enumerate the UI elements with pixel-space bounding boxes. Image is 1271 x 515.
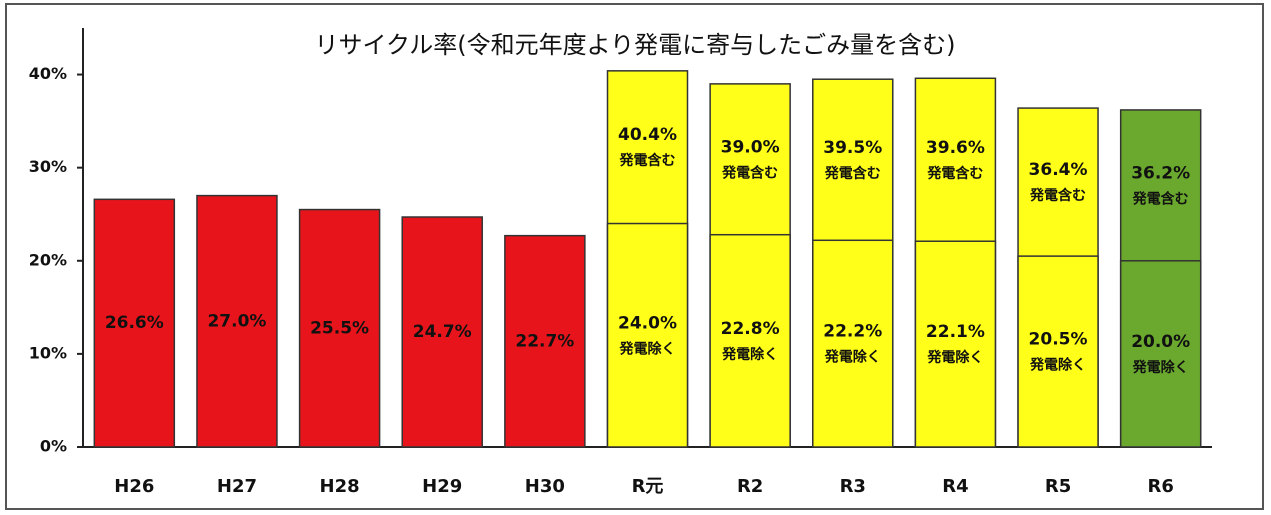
value-label: 39.5%: [823, 138, 882, 158]
segment-name: 発電除く: [721, 346, 778, 363]
x-tick-label: R6: [1147, 476, 1173, 497]
bar: [504, 234, 586, 448]
value-label: 24.7%: [413, 322, 472, 342]
bar: [1017, 255, 1099, 448]
value-label: 20.5%: [1029, 330, 1088, 350]
y-tick-label: 20%: [29, 250, 67, 269]
value-label: 36.4%: [1029, 160, 1088, 180]
value-label: 27.0%: [207, 311, 266, 331]
x-tick-label: H30: [525, 476, 565, 497]
value-label: 22.1%: [926, 322, 985, 342]
segment-name: 発電含む: [926, 165, 983, 182]
value-label: 39.6%: [926, 138, 985, 158]
bar: [914, 240, 997, 448]
bar: [196, 194, 278, 448]
value-label: 40.4%: [618, 125, 677, 145]
x-tick-label: H26: [114, 476, 154, 497]
x-tick-label: R5: [1045, 476, 1071, 497]
segment-name: 発電除く: [1132, 359, 1189, 376]
x-tick-label: H28: [320, 476, 360, 497]
segment-name: 発電除く: [824, 349, 881, 366]
y-tick-label: 30%: [29, 157, 67, 176]
x-tick-label: R元: [632, 476, 664, 497]
value-label: 20.0%: [1131, 332, 1190, 352]
value-label: 26.6%: [105, 313, 164, 333]
bar: [1119, 260, 1202, 448]
value-label: 24.0%: [618, 313, 677, 333]
segment-name: 発電除く: [619, 340, 676, 357]
value-label: 22.2%: [823, 322, 882, 342]
bar: [93, 198, 176, 448]
bar: [401, 216, 483, 448]
value-label: 22.7%: [515, 331, 574, 351]
segment-name: 発電含む: [1132, 190, 1189, 207]
segment-name: 発電含む: [824, 165, 881, 182]
x-tick-label: R4: [942, 476, 968, 497]
segment-name: 発電除く: [1029, 357, 1086, 374]
segment-name: 発電含む: [619, 152, 676, 169]
y-tick-label: 10%: [29, 343, 67, 362]
bar: [606, 222, 689, 448]
x-tick-label: R3: [840, 476, 866, 497]
value-label: 36.2%: [1131, 163, 1190, 183]
x-tick-label: R2: [737, 476, 763, 497]
bar: [812, 239, 894, 448]
segment-name: 発電含む: [1029, 187, 1086, 204]
chart-title: リサイクル率(令和元年度より発電に寄与したごみ量を含む): [314, 31, 955, 59]
y-tick-label: 40%: [29, 64, 67, 83]
x-tick-label: H29: [422, 476, 462, 497]
segment-name: 発電含む: [721, 164, 778, 181]
segment-name: 発電除く: [926, 349, 983, 366]
value-label: 25.5%: [310, 318, 369, 338]
y-tick-label: 0%: [40, 437, 67, 456]
value-label: 22.8%: [721, 319, 780, 339]
value-label: 39.0%: [721, 137, 780, 157]
bar: [709, 233, 791, 448]
x-tick-label: H27: [217, 476, 257, 497]
bar: [298, 208, 381, 448]
